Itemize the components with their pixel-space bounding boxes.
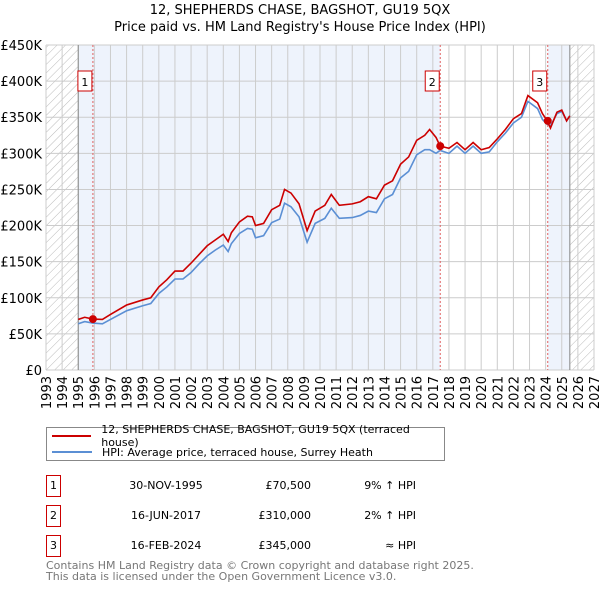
chart-subtitle: Price paid vs. HM Land Registry's House … <box>114 20 486 35</box>
sale-date: 30-NOV-1995 <box>129 479 203 492</box>
x-tick-label: 2019 <box>459 376 474 409</box>
sale-row: 2 16-JUN-2017 £310,000 2% ↑ HPI <box>46 505 446 527</box>
x-tick-label: 2016 <box>411 376 426 409</box>
sale-date: 16-FEB-2024 <box>130 539 202 552</box>
x-tick-label: 2003 <box>201 376 216 409</box>
sale-hpi-diff: ≈ HPI <box>385 539 416 552</box>
sale-date: 16-JUN-2017 <box>130 509 202 522</box>
legend-swatch <box>52 435 92 437</box>
x-tick-label: 2018 <box>443 376 458 409</box>
sale-marker-box <box>532 70 548 92</box>
x-tick-label: 2026 <box>572 376 587 409</box>
y-tick-label: £300K <box>0 147 42 162</box>
sale-hpi-diff: 9% ↑ HPI <box>364 479 416 492</box>
sale-point <box>436 142 445 151</box>
x-tick-label: 1995 <box>72 376 87 409</box>
x-tick-label: 2025 <box>556 376 571 409</box>
x-tick-label: 2022 <box>507 376 522 409</box>
sale-price: £345,000 <box>258 539 312 552</box>
sale-point <box>543 116 552 125</box>
sale-marker-label: 3 <box>536 76 543 89</box>
hpi-line <box>77 100 571 325</box>
chart-title: 12, SHEPHERDS CHASE, BAGSHOT, GU19 5QX <box>149 3 451 18</box>
sale-marker-label: 1 <box>81 76 88 89</box>
x-tick-label: 2020 <box>475 376 490 409</box>
hatched-no-data-region <box>569 45 594 370</box>
shaded-ownership-period <box>78 45 441 370</box>
sale-marker-label: 3 <box>46 535 61 557</box>
sale-row: 3 16-FEB-2024 £345,000 ≈ HPI <box>46 535 446 557</box>
x-tick-label: 1996 <box>88 376 103 409</box>
legend-swatch <box>52 451 92 453</box>
x-tick-label: 2021 <box>491 376 506 409</box>
sale-marker-box <box>424 70 440 92</box>
x-tick-label: 2012 <box>346 376 361 409</box>
y-tick-label: £400K <box>0 75 42 90</box>
y-tick-label: £0 <box>25 364 42 379</box>
x-tick-label: 2014 <box>378 376 393 409</box>
y-tick-label: £50K <box>9 328 43 343</box>
legend-item-hpi: HPI: Average price, terraced house, Surr… <box>47 444 373 460</box>
x-tick-label: 2010 <box>314 376 329 409</box>
shaded-ownership-period <box>547 45 570 370</box>
price-paid-line <box>77 94 571 321</box>
legend: 12, SHEPHERDS CHASE, BAGSHOT, GU19 5QX (… <box>46 423 445 461</box>
x-tick-label: 2007 <box>266 376 281 409</box>
plot-area: £0 £50K £100K £150K £200K £250K £300K £350K £400… <box>0 39 600 409</box>
x-tick-label: 2009 <box>298 376 313 409</box>
x-tick-label: 2006 <box>250 376 265 409</box>
x-tick-label: 2008 <box>282 376 297 409</box>
sale-marker-label: 2 <box>46 505 61 527</box>
y-tick-label: £200K <box>0 220 42 235</box>
x-tick-label: 1998 <box>121 376 136 409</box>
y-tick-label: £350K <box>0 111 42 126</box>
sale-price: £70,500 <box>265 479 312 492</box>
legend-item-property: 12, SHEPHERDS CHASE, BAGSHOT, GU19 5QX (… <box>47 423 444 449</box>
y-tick-label: £450K <box>0 39 42 54</box>
x-tick-label: 1997 <box>104 376 119 409</box>
sale-hpi-diff: 2% ↑ HPI <box>364 509 416 522</box>
x-tick-label: 1994 <box>56 376 71 409</box>
x-tick-label: 2011 <box>330 376 345 409</box>
sale-price: £310,000 <box>258 509 312 522</box>
copyright-text: Contains HM Land Registry data © Crown c… <box>46 559 474 572</box>
x-tick-label: 2000 <box>153 376 168 409</box>
x-tick-label: 2024 <box>540 376 555 409</box>
legend-label: 12, SHEPHERDS CHASE, BAGSHOT, GU19 5QX (… <box>101 423 410 449</box>
licence-text: This data is licensed under the Open Gov… <box>46 570 397 583</box>
x-tick-label: 2015 <box>395 376 410 409</box>
y-tick-label: £100K <box>0 292 42 307</box>
sale-marker-label: 2 <box>429 76 436 89</box>
sale-row: 1 30-NOV-1995 £70,500 9% ↑ HPI <box>46 475 446 497</box>
legend-label: HPI: Average price, terraced house, Surr… <box>102 445 373 459</box>
x-tick-label: 1999 <box>137 376 152 409</box>
x-tick-label: 2023 <box>524 376 539 409</box>
x-tick-label: 1993 <box>40 376 55 409</box>
x-tick-label: 2002 <box>185 376 200 409</box>
x-tick-label: 2013 <box>362 376 377 409</box>
footer: Contains HM Land Registry data © Crown c… <box>46 560 474 582</box>
x-tick-label: 2027 <box>588 376 600 409</box>
x-tick-label: 2005 <box>233 376 248 409</box>
y-tick-label: £250K <box>0 183 42 198</box>
sale-marker-label: 1 <box>46 475 61 497</box>
x-tick-label: 2017 <box>427 376 442 409</box>
sale-marker-box <box>77 70 93 92</box>
sale-point <box>88 315 97 324</box>
y-tick-label: £150K <box>0 256 42 271</box>
x-tick-label: 2001 <box>169 376 184 409</box>
x-tick-label: 2004 <box>217 376 232 409</box>
